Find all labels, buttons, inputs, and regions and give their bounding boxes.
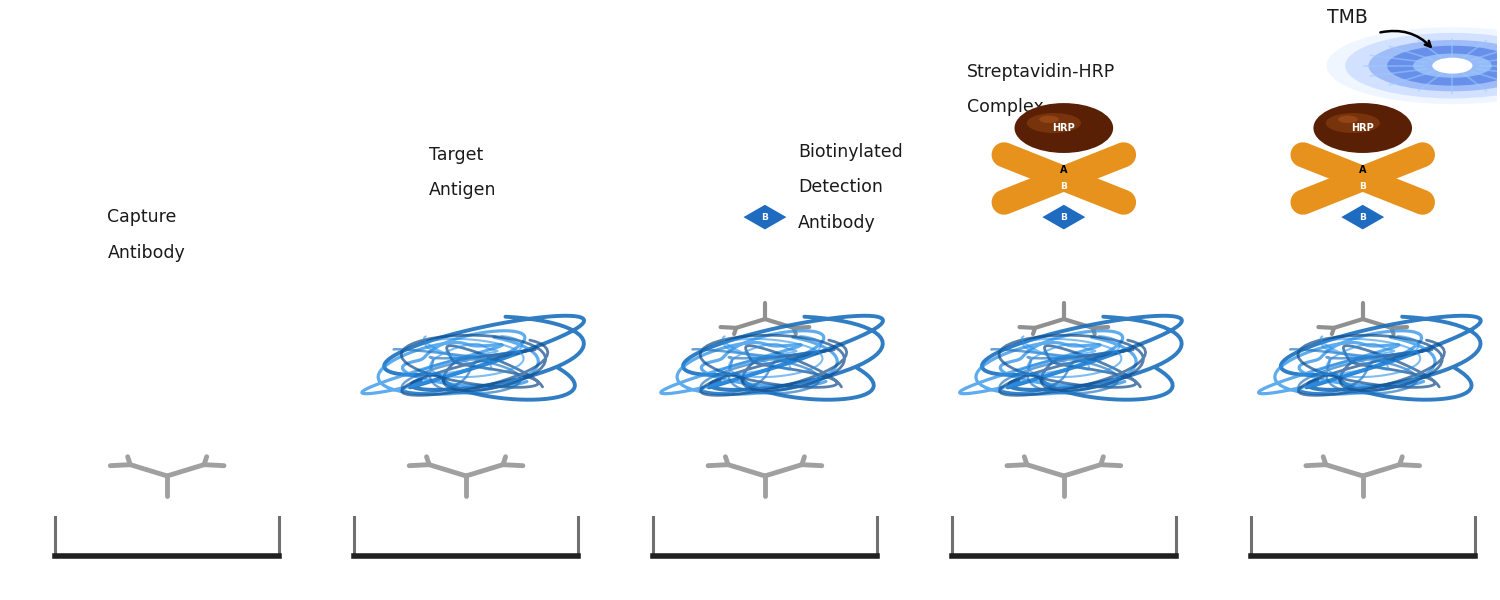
Ellipse shape xyxy=(1346,33,1500,98)
Polygon shape xyxy=(1094,190,1124,202)
Ellipse shape xyxy=(1040,116,1059,123)
Ellipse shape xyxy=(1014,103,1113,153)
Ellipse shape xyxy=(1338,116,1358,123)
Text: B: B xyxy=(762,212,768,221)
Text: Antibody: Antibody xyxy=(108,244,184,262)
Circle shape xyxy=(1432,58,1473,74)
Circle shape xyxy=(1344,171,1382,186)
Text: B: B xyxy=(1359,212,1366,221)
Polygon shape xyxy=(1392,190,1422,202)
Text: B: B xyxy=(1359,182,1366,191)
Text: HRP: HRP xyxy=(1053,123,1076,133)
Text: Capture: Capture xyxy=(108,208,177,226)
Polygon shape xyxy=(1304,190,1334,202)
Text: HRP: HRP xyxy=(1352,123,1374,133)
Text: Target: Target xyxy=(429,146,483,164)
Polygon shape xyxy=(742,204,788,230)
Ellipse shape xyxy=(1028,113,1081,133)
Polygon shape xyxy=(1041,204,1086,230)
Ellipse shape xyxy=(1413,53,1492,78)
Text: Complex: Complex xyxy=(966,98,1044,116)
Text: Antibody: Antibody xyxy=(798,214,876,232)
Text: Detection: Detection xyxy=(798,178,882,196)
Polygon shape xyxy=(1004,190,1035,202)
Text: TMB: TMB xyxy=(1328,8,1368,27)
Ellipse shape xyxy=(1326,27,1500,104)
Polygon shape xyxy=(1340,204,1386,230)
Text: B: B xyxy=(1060,212,1068,221)
Ellipse shape xyxy=(1368,40,1500,91)
Polygon shape xyxy=(1304,155,1334,167)
Ellipse shape xyxy=(1314,103,1412,153)
Text: A: A xyxy=(1359,165,1366,175)
Text: A: A xyxy=(1060,165,1068,175)
Text: Antigen: Antigen xyxy=(429,181,496,199)
Text: Biotinylated: Biotinylated xyxy=(798,143,903,161)
Text: Streptavidin-HRP: Streptavidin-HRP xyxy=(966,62,1114,80)
Polygon shape xyxy=(1004,155,1035,167)
Circle shape xyxy=(1044,171,1083,186)
Ellipse shape xyxy=(1326,113,1380,133)
Polygon shape xyxy=(1392,155,1422,167)
Text: B: B xyxy=(1060,182,1068,191)
Polygon shape xyxy=(1094,155,1124,167)
Ellipse shape xyxy=(1388,46,1500,86)
